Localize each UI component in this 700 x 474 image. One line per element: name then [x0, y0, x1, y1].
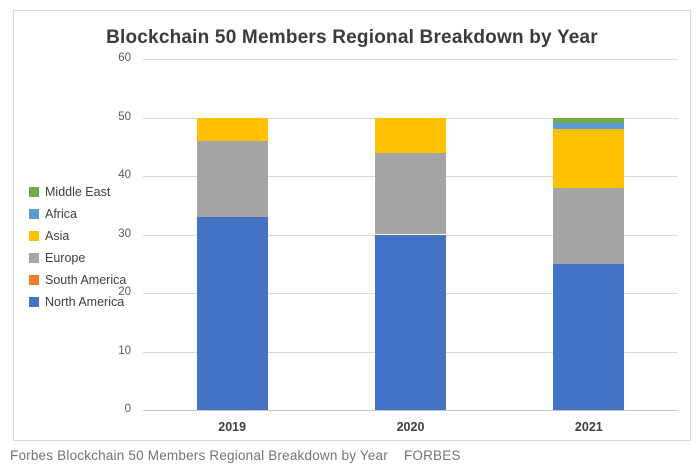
legend-item-europe: Europe — [29, 247, 126, 269]
legend-swatch-icon — [29, 231, 39, 241]
y-tick-label: 20 — [118, 286, 131, 298]
bar-segment-asia-2020 — [375, 117, 446, 153]
x-axis-label: 2019 — [218, 420, 247, 434]
plot-area: 0 10 20 30 40 50 60 2019 2020 2021 — [14, 11, 690, 440]
caption-text: Forbes Blockchain 50 Members Regional Br… — [10, 448, 388, 463]
bar-segment-africa-2021 — [553, 123, 625, 130]
legend-item-label: Africa — [45, 207, 77, 221]
y-tick-label: 60 — [118, 52, 131, 64]
y-tick-label: 40 — [118, 169, 131, 181]
gridline — [143, 59, 678, 60]
chart-title: Blockchain 50 Members Regional Breakdown… — [106, 27, 598, 48]
y-tick-label: 10 — [118, 344, 131, 357]
legend-item-label: Europe — [45, 251, 86, 265]
y-tick-label: 30 — [118, 227, 131, 240]
legend-swatch-icon — [29, 187, 39, 197]
legend-item-label: Asia — [45, 229, 70, 243]
bar-segment-asia-2021 — [553, 129, 625, 188]
bar-segment-europe-2021 — [553, 187, 625, 264]
bar-segment-europe-2020 — [375, 152, 446, 235]
legend-item-label: North America — [45, 295, 125, 309]
bar-segment-north-america-2021 — [553, 263, 625, 410]
bar-segment-north-america-2020 — [375, 234, 446, 410]
legend-swatch-icon — [29, 209, 39, 219]
bar-segment-asia-2019 — [196, 117, 268, 141]
caption-bar: Forbes Blockchain 50 Members Regional Br… — [10, 448, 690, 463]
legend-swatch-icon — [29, 253, 39, 263]
x-axis-line — [143, 410, 678, 411]
source-label: FORBES — [403, 448, 461, 463]
legend-item-asia: Asia — [29, 225, 126, 247]
legend-item-label: South America — [45, 273, 127, 287]
y-tick-label: 0 — [124, 403, 131, 415]
bar-segment-europe-2019 — [196, 140, 268, 217]
x-axis-label: 2020 — [396, 420, 425, 434]
legend-item-north-america: North America — [29, 291, 126, 313]
legend-item-label: Middle East — [45, 185, 111, 199]
x-axis-label: 2021 — [574, 420, 603, 434]
chart-card: Blockchain 50 Members Regional Breakdown… — [13, 10, 691, 441]
legend-item-africa: Africa — [29, 203, 126, 225]
legend-item-middle-east: Middle East — [29, 181, 126, 203]
legend-item-south-america: South America — [29, 269, 126, 291]
legend: Middle East Africa Asia Europe South America… — [29, 181, 126, 313]
y-tick-label: 50 — [118, 110, 131, 123]
bar-segment-north-america-2019 — [196, 216, 268, 410]
legend-swatch-icon — [29, 275, 39, 285]
bar-segment-middle-east-2021 — [553, 117, 625, 124]
legend-swatch-icon — [29, 297, 39, 307]
